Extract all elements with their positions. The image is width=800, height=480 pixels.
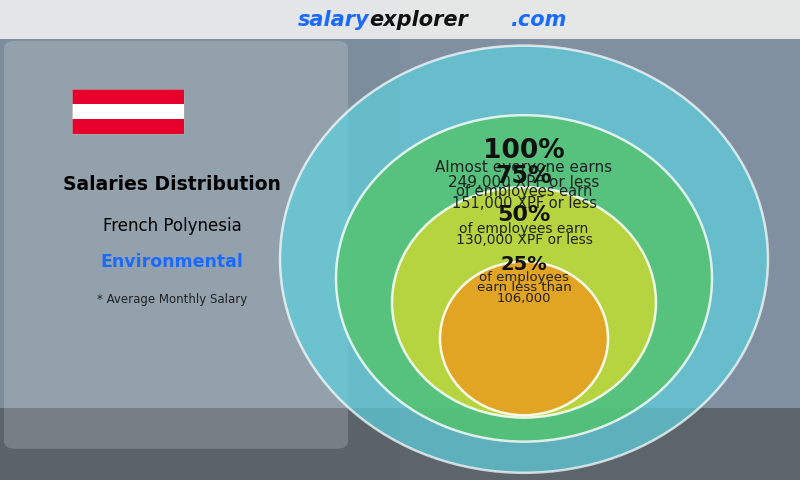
Text: 100%: 100% [483,138,565,164]
Text: Almost everyone earns: Almost everyone earns [435,160,613,176]
Ellipse shape [280,46,768,473]
FancyBboxPatch shape [4,41,348,449]
Bar [0,0,400,480]
Text: salary: salary [298,10,370,30]
Bar [72,104,184,119]
Text: earn less than: earn less than [477,281,571,294]
Text: French Polynesia: French Polynesia [102,216,242,235]
Bar [0,408,800,480]
Text: 106,000: 106,000 [497,291,551,305]
Text: 75%: 75% [496,164,552,188]
Text: 50%: 50% [498,205,550,225]
Text: Environmental: Environmental [101,252,243,271]
Text: .com: .com [510,10,566,30]
Text: of employees earn: of employees earn [456,184,592,199]
Text: * Average Monthly Salary: * Average Monthly Salary [97,293,247,307]
Text: 151,000 XPF or less: 151,000 XPF or less [451,196,597,212]
Ellipse shape [336,115,712,442]
Text: explorer: explorer [370,10,468,30]
Ellipse shape [392,187,656,418]
Bar [0,0,800,39]
Text: 249,000 XPF or less: 249,000 XPF or less [448,175,600,190]
Text: 25%: 25% [501,254,547,274]
Text: 130,000 XPF or less: 130,000 XPF or less [455,233,593,247]
Text: Salaries Distribution: Salaries Distribution [63,175,281,194]
Bar [72,89,184,104]
Ellipse shape [440,262,608,415]
Bar [72,89,184,134]
Text: of employees earn: of employees earn [459,222,589,237]
Text: of employees: of employees [479,271,569,285]
Bar [72,119,184,134]
